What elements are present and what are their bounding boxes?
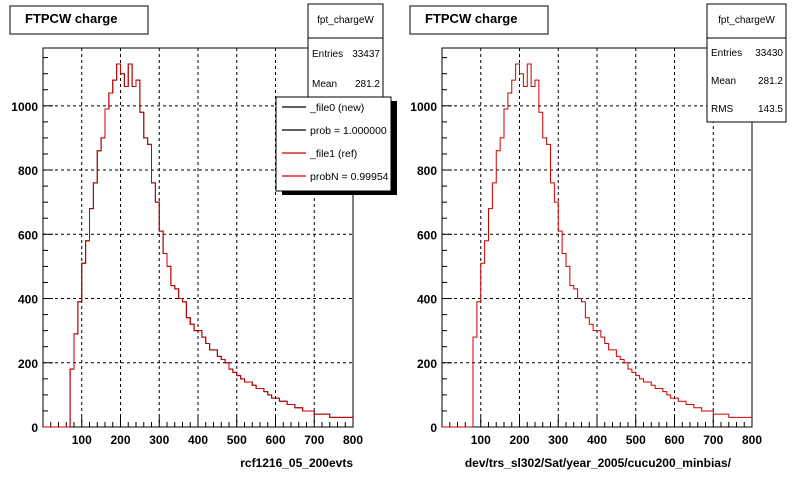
x-tick-label: 100 (72, 433, 92, 447)
legend-entry: _file1 (ref) (309, 148, 357, 160)
stats-name: fpt_chargeW (317, 15, 374, 26)
x-tick-label: 100 (471, 433, 491, 447)
x-tick-label: 200 (110, 433, 130, 447)
title-box (9, 5, 149, 35)
y-tick-label: 800 (417, 164, 437, 178)
y-tick-label: 600 (18, 228, 38, 242)
x-tick-label: 700 (703, 433, 723, 447)
y-tick-label: 400 (417, 293, 437, 307)
legend-entry: prob = 1.000000 (310, 125, 387, 137)
y-tick-label: 200 (18, 357, 38, 371)
stats-label: RMS (711, 104, 734, 115)
stats-label: Mean (711, 76, 736, 87)
x-tick-label: 400 (188, 433, 208, 447)
x-axis-label: rcf1216_05_200evts (240, 456, 353, 470)
chart-title: FTPCW charge (425, 11, 517, 26)
x-tick-label: 500 (227, 433, 247, 447)
x-tick-label: 500 (626, 433, 646, 447)
stats-name: fpt_chargeW (718, 15, 775, 26)
stats-label: Entries (711, 48, 742, 59)
stats-box (706, 3, 787, 123)
y-tick-label: 1000 (410, 100, 437, 114)
x-tick-label: 200 (509, 433, 529, 447)
y-tick-label: 0 (31, 421, 38, 435)
plot-panel-1: 100 200 300 400 500 600 700 800 0 200 400 600 800 100… (9, 3, 397, 470)
x-axis-label: dev/trs_sl302/Sat/year_2005/cucu200_minb… (465, 456, 732, 470)
title-box (409, 5, 549, 35)
x-tick-label: 300 (149, 433, 169, 447)
stats-label: Entries (312, 49, 343, 60)
legend-entry: _file0 (new) (309, 102, 364, 114)
stats-value: 143.5 (758, 104, 783, 115)
y-tick-label: 400 (18, 293, 38, 307)
chart-title: FTPCW charge (25, 11, 117, 26)
x-tick-label: 600 (664, 433, 684, 447)
legend-entry: probN = 0.999548 (310, 171, 395, 183)
stats-value: 33430 (755, 48, 783, 59)
x-tick-label: 300 (548, 433, 568, 447)
x-tick-label: 800 (742, 433, 762, 447)
stats-box (307, 3, 384, 99)
stats-label: Mean (312, 79, 337, 90)
x-tick-label: 600 (265, 433, 285, 447)
y-tick-label: 0 (430, 421, 437, 435)
histogram-series-2 (43, 63, 353, 428)
stats-value: 281.2 (355, 79, 380, 90)
y-tick-label: 200 (417, 357, 437, 371)
x-tick-label: 700 (304, 433, 324, 447)
y-tick-label: 1000 (11, 100, 38, 114)
histogram-series-1 (442, 63, 752, 428)
legend-box (275, 96, 392, 192)
y-tick-label: 800 (18, 164, 38, 178)
plot-panel-2: 100 200 300 400 500 600 700 800 0 200 400 600 800 100… (409, 3, 787, 470)
stats-value: 33437 (352, 49, 380, 60)
stats-value: 281.2 (758, 76, 783, 87)
x-tick-label: 400 (587, 433, 607, 447)
y-tick-label: 600 (417, 228, 437, 242)
x-tick-label: 800 (343, 433, 363, 447)
legend: _file0 (new) prob = 1.000000 _file1 (ref) p… (275, 96, 397, 195)
